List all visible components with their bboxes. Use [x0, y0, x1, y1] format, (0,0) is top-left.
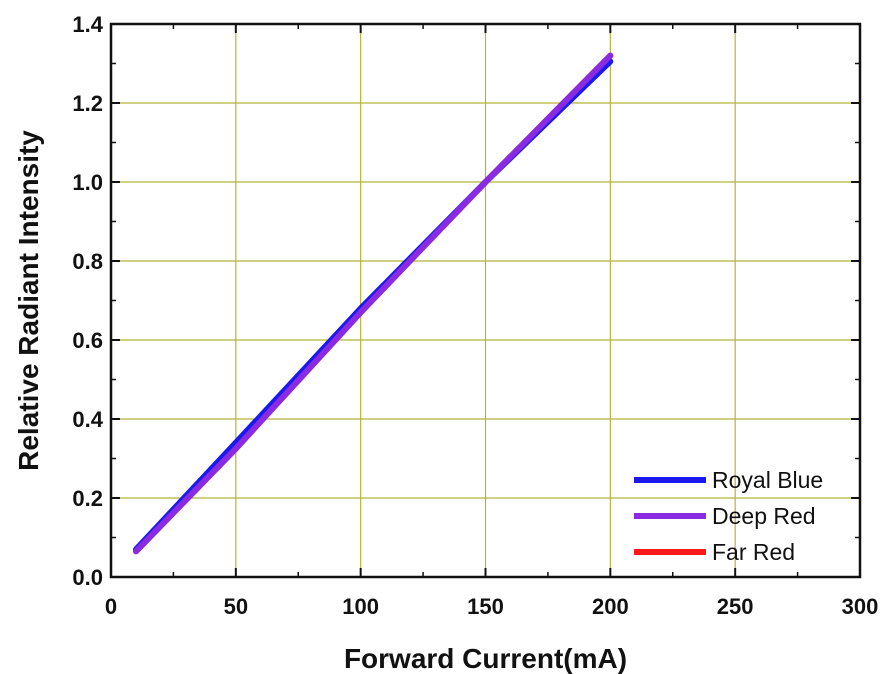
y-tick-label: 0.2 — [72, 486, 103, 511]
y-tick-label: 1.4 — [72, 12, 103, 37]
x-tick-label: 0 — [105, 594, 117, 619]
y-tick-label: 0.0 — [72, 565, 103, 590]
y-tick-label: 0.4 — [72, 407, 103, 432]
x-tick-label: 300 — [842, 594, 879, 619]
y-tick-label: 0.8 — [72, 249, 103, 274]
x-tick-label: 50 — [224, 594, 248, 619]
series-layer — [133, 52, 614, 555]
grid — [111, 24, 860, 577]
series-line-deep-red — [133, 52, 614, 555]
legend: Royal Blue Deep Red Far Red — [634, 467, 823, 565]
ticks — [110, 23, 861, 578]
legend-label-far-red: Far Red — [712, 539, 795, 565]
legend-label-deep-red: Deep Red — [712, 503, 816, 529]
x-tick-label: 200 — [592, 594, 629, 619]
x-axis-title: Forward Current(mA) — [344, 643, 627, 674]
x-tick-label: 100 — [342, 594, 379, 619]
y-tick-label: 1.0 — [72, 170, 103, 195]
y-axis-title: Relative Radiant Intensity — [13, 130, 44, 471]
legend-label-royal-blue: Royal Blue — [712, 467, 823, 493]
x-tick-label: 150 — [467, 594, 504, 619]
y-tick-label: 1.2 — [72, 91, 103, 116]
tick-labels: 0 50 100 150 200 250 300 0.0 0.2 0.4 0.6 0.8 1.0 1.2 1… — [72, 12, 878, 619]
x-tick-label: 250 — [717, 594, 754, 619]
y-tick-label: 0.6 — [72, 328, 103, 353]
